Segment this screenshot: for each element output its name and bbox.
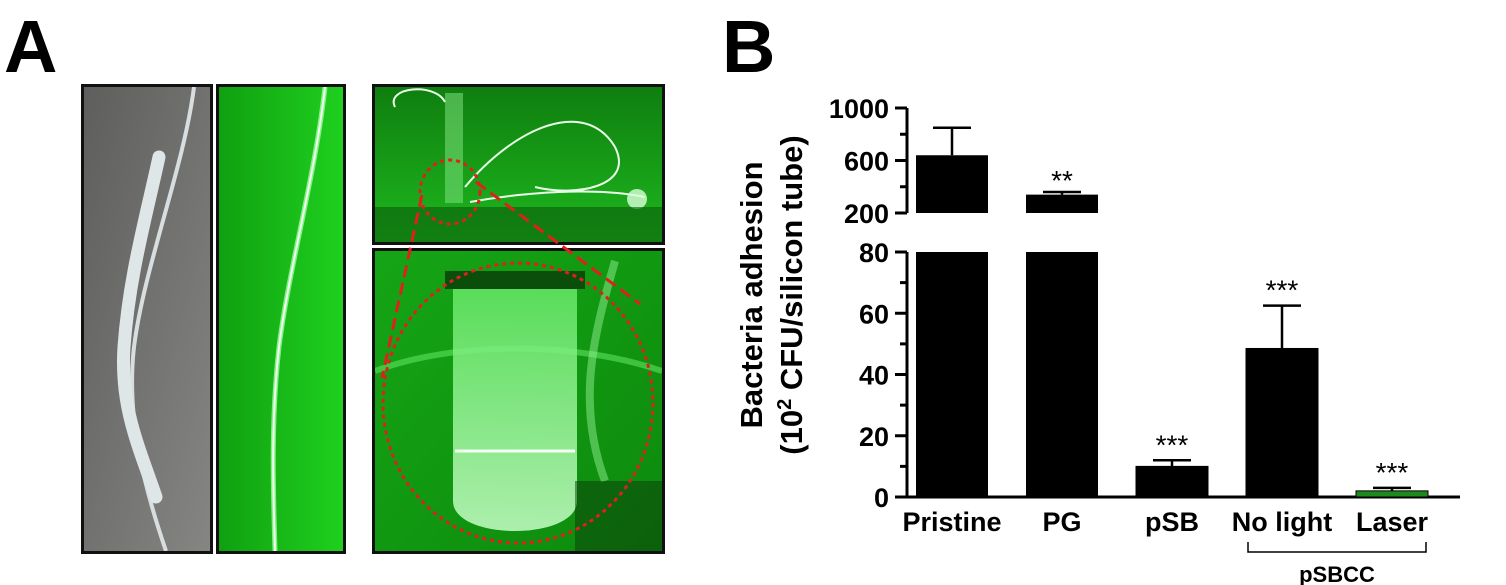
- x-tick-label: PG: [1042, 507, 1081, 537]
- group-bracket-label: pSBCC: [1299, 562, 1375, 585]
- y-tick-label-lower: 0: [874, 483, 889, 513]
- y-tick-label-lower: 60: [859, 299, 889, 329]
- bar-upper-segment: [916, 155, 988, 213]
- y-axis-label-line2: (102 CFU/silicon tube): [774, 135, 809, 454]
- group-bracket: [1247, 542, 1427, 553]
- x-tick-label: Pristine: [902, 507, 1001, 537]
- bar-chart: Bacteria adhesion (102 CFU/silicon tube)…: [700, 80, 1506, 585]
- y-tick-label-lower: 20: [859, 422, 889, 452]
- bar-lower-segment: [916, 252, 988, 497]
- panel-label-b: B: [722, 5, 776, 88]
- x-tick-label: pSB: [1145, 507, 1199, 537]
- y-tick-label-lower: 80: [859, 238, 889, 268]
- bar: [1245, 347, 1319, 498]
- photo-setup-overview: [372, 84, 665, 245]
- panel-label-a: A: [4, 5, 58, 88]
- y-tick-label-upper: 600: [844, 147, 889, 177]
- y-axis-label-line1: Bacteria adhesion: [734, 161, 769, 428]
- y-tick-label-lower: 40: [859, 361, 889, 391]
- bar: [1355, 490, 1429, 498]
- y-tick-label-upper: 1000: [829, 94, 889, 124]
- photo-test-tube-zoom: [372, 248, 665, 554]
- bar-upper-segment: [1026, 194, 1098, 213]
- y-axis-label: Bacteria adhesion (102 CFU/silicon tube): [734, 135, 809, 454]
- significance-label: **: [1051, 165, 1073, 196]
- x-tick-label: Laser: [1356, 507, 1429, 537]
- significance-label: ***: [1156, 429, 1189, 460]
- photo-tube-plain: [81, 84, 213, 554]
- significance-label: ***: [1376, 457, 1409, 488]
- bar: [1135, 465, 1209, 498]
- significance-label: ***: [1266, 275, 1299, 306]
- bar-lower-segment: [1026, 252, 1098, 497]
- x-tick-label: No light: [1232, 507, 1332, 537]
- y-tick-label-upper: 200: [844, 199, 889, 229]
- photo-tube-illuminated: [216, 84, 346, 554]
